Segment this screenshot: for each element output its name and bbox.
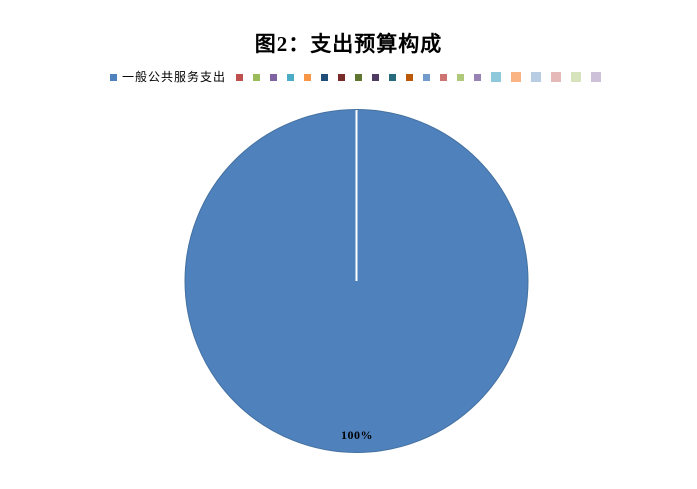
- legend-swatch: [406, 73, 414, 81]
- legend-item: [406, 73, 414, 81]
- legend-item: [440, 73, 448, 81]
- legend-swatch: [372, 73, 380, 81]
- legend-item: [474, 73, 482, 81]
- legend-swatch: [457, 73, 465, 81]
- legend-swatch: [321, 73, 329, 81]
- legend: 一般公共服务支出: [110, 68, 602, 86]
- legend-item: [270, 73, 278, 81]
- pie-chart: 100%: [184, 109, 529, 453]
- legend-swatch: [355, 73, 363, 81]
- legend-item: [372, 73, 380, 81]
- legend-swatch: [591, 72, 602, 82]
- pie-data-label: 100%: [341, 428, 373, 442]
- legend-item: [287, 73, 295, 81]
- legend-swatch: [236, 73, 244, 81]
- legend-swatch: [389, 73, 397, 81]
- legend-item: [457, 73, 465, 81]
- legend-item: [253, 73, 261, 81]
- legend-item: [355, 73, 363, 81]
- legend-swatch: [287, 73, 295, 81]
- legend-swatch: [338, 73, 346, 81]
- legend-swatch: [253, 73, 261, 81]
- legend-item: [304, 73, 312, 81]
- legend-swatch: [270, 73, 278, 81]
- legend-swatch: [491, 72, 502, 82]
- legend-swatch: [571, 72, 582, 82]
- legend-swatch: [511, 72, 522, 82]
- legend-label: 一般公共服务支出: [122, 70, 227, 84]
- legend-item: [531, 72, 542, 82]
- legend-item: [321, 73, 329, 81]
- legend-item: [338, 73, 346, 81]
- legend-swatch: [440, 73, 448, 81]
- legend-item: [571, 72, 582, 82]
- legend-item: [389, 73, 397, 81]
- legend-item: [236, 73, 244, 81]
- legend-swatch: [304, 73, 312, 81]
- legend-item: [591, 72, 602, 82]
- legend-item: [511, 72, 522, 82]
- legend-item: 一般公共服务支出: [110, 71, 226, 83]
- legend-swatch: [531, 72, 542, 82]
- legend-swatch: [474, 73, 482, 81]
- legend-swatch: [423, 73, 431, 81]
- legend-item: [491, 72, 502, 82]
- chart-title: 图2：支出预算构成: [254, 32, 443, 56]
- legend-item: [551, 72, 562, 82]
- legend-item: [423, 73, 431, 81]
- legend-swatch: [551, 72, 562, 82]
- legend-swatch: [110, 73, 117, 81]
